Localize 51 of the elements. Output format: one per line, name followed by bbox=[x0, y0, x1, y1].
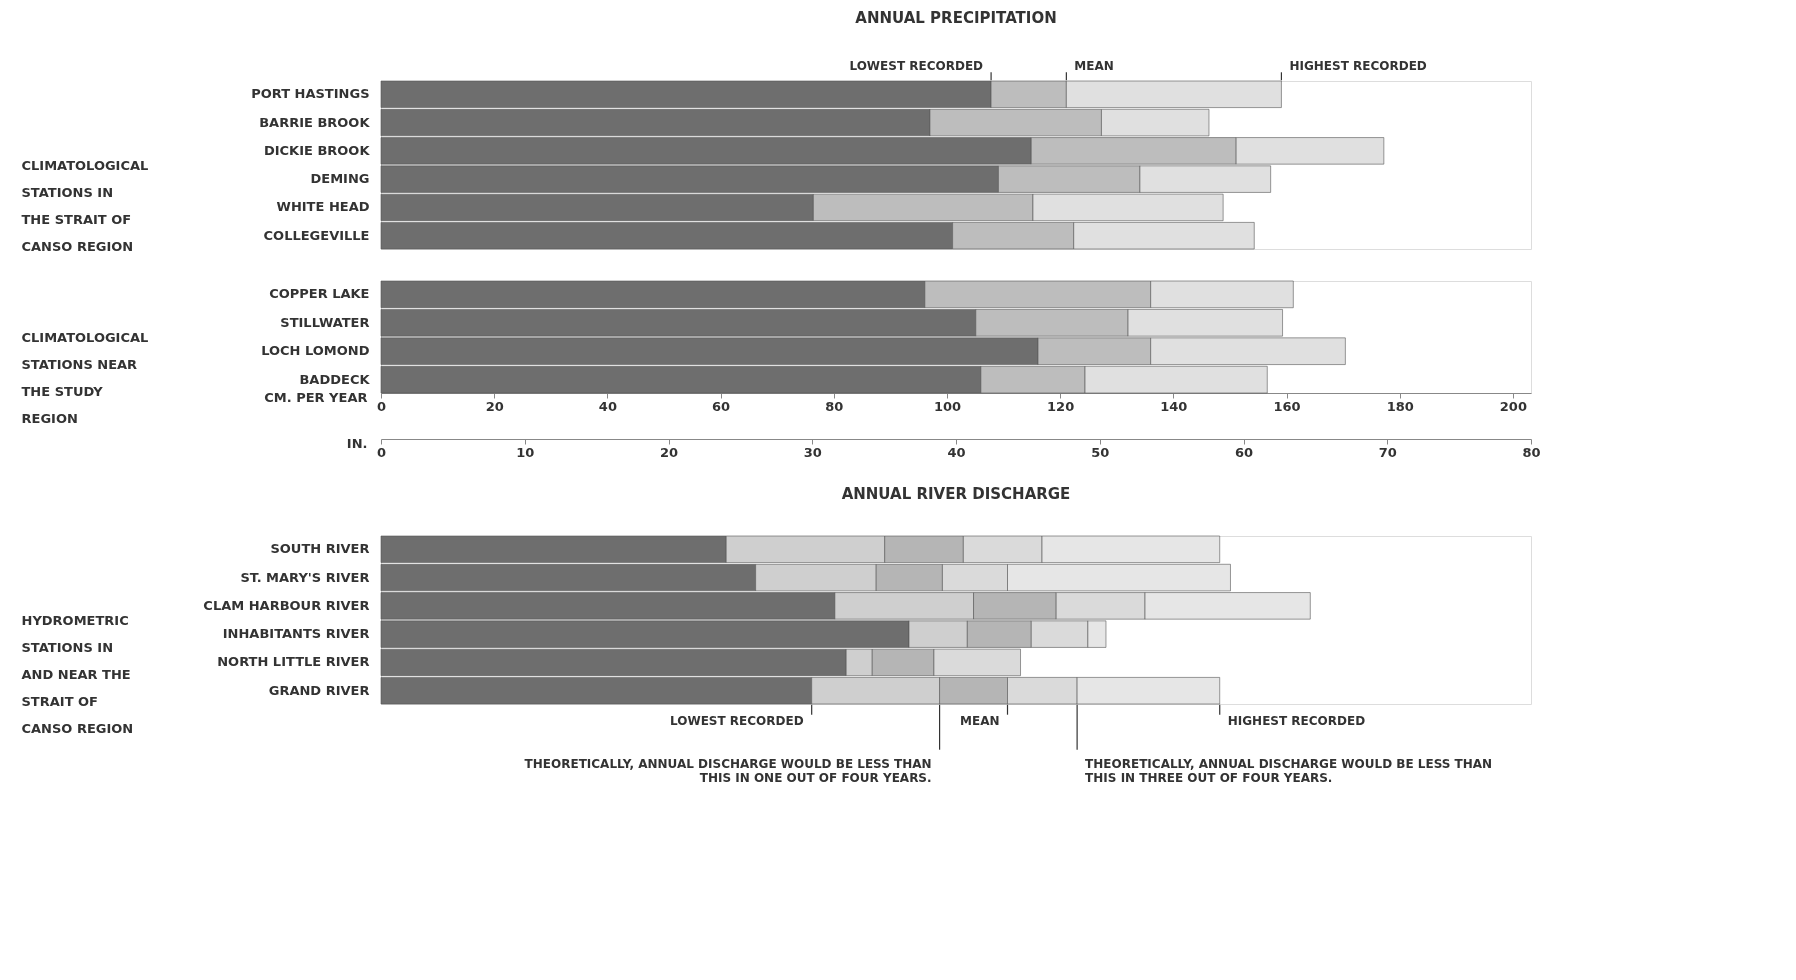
x-tick-label: 0 bbox=[376, 398, 387, 414]
annotation: MEAN bbox=[960, 713, 1000, 728]
x2-tick-label: 20 bbox=[659, 444, 679, 460]
y-tick-label: SOUTH RIVER bbox=[270, 541, 370, 557]
x-tick-label: 140 bbox=[1160, 398, 1188, 414]
y-tick-label: DICKIE BROOK bbox=[263, 142, 371, 158]
annotation: THEORETICALLY, ANNUAL DISCHARGE WOULD BE LESS THAN THIS IN ONE OUT OF FOUR YEARS. bbox=[524, 756, 932, 785]
y-tick-label: LOCH LOMOND bbox=[261, 343, 370, 359]
y-tick-label: STILLWATER bbox=[280, 314, 370, 330]
x2-tick-label: 10 bbox=[516, 444, 535, 460]
annotation: HIGHEST RECORDED bbox=[1227, 713, 1366, 728]
y-tick-label: DEMING bbox=[310, 171, 370, 187]
x-tick-label: 20 bbox=[485, 398, 504, 414]
y-tick-label: COLLEGEVILLE bbox=[263, 227, 370, 243]
x-tick-label: 180 bbox=[1386, 398, 1414, 414]
x2-tick-label: 70 bbox=[1378, 444, 1397, 460]
y-tick-label: INHABITANTS RIVER bbox=[222, 626, 370, 642]
y-axis-title: HYDROMETRIC STATIONS IN AND NEAR THE STRAIT OF CANSO REGION bbox=[21, 612, 134, 736]
annotation: HIGHEST RECORDED bbox=[1289, 59, 1427, 74]
x2-tick-label: 0 bbox=[376, 444, 387, 460]
x-tick-label: 160 bbox=[1273, 398, 1301, 414]
x2-tick-label: 60 bbox=[1234, 444, 1254, 460]
x2-tick-label: 50 bbox=[1091, 444, 1110, 460]
y-axis-title: CLIMATOLOGICAL STATIONS IN THE STRAIT OF CANSO REGION bbox=[21, 157, 149, 254]
y-tick-label: BARRIE BROOK bbox=[259, 114, 371, 130]
x2-axis-title: IN. bbox=[346, 435, 368, 451]
y-tick-label: CLAM HARBOUR RIVER bbox=[203, 597, 370, 613]
x-tick-label: 60 bbox=[712, 398, 731, 414]
x2-tick-label: 80 bbox=[1522, 444, 1541, 460]
y-axis-title: CLIMATOLOGICAL STATIONS NEAR THE STUDY REGION bbox=[21, 329, 149, 426]
annotation: MEAN bbox=[1074, 59, 1114, 74]
y-tick-label: BADDECK bbox=[299, 371, 371, 387]
y-tick-label: NORTH LITTLE RIVER bbox=[217, 654, 370, 670]
annotation: LOWEST RECORDED bbox=[670, 713, 804, 728]
x-axis-title: CM. PER YEAR bbox=[264, 389, 368, 405]
y-tick-label: WHITE HEAD bbox=[276, 199, 370, 215]
chart-title: ANNUAL PRECIPITATION bbox=[855, 9, 1057, 28]
annotation: THEORETICALLY, ANNUAL DISCHARGE WOULD BE LESS THAN THIS IN THREE OUT OF FOUR YEARS. bbox=[1085, 756, 1493, 785]
y-tick-label: ST. MARY'S RIVER bbox=[240, 569, 370, 585]
x-tick-label: 80 bbox=[825, 398, 844, 414]
y-tick-label: GRAND RIVER bbox=[268, 682, 370, 698]
x-tick-label: 200 bbox=[1499, 398, 1527, 414]
x2-tick-label: 30 bbox=[803, 444, 822, 460]
y-tick-label: PORT HASTINGS bbox=[251, 86, 370, 102]
x-tick-label: 40 bbox=[598, 398, 617, 414]
x-tick-label: 100 bbox=[933, 398, 962, 414]
x-tick-label: 120 bbox=[1047, 398, 1075, 414]
annotation: LOWEST RECORDED bbox=[849, 59, 984, 74]
chart-title: ANNUAL RIVER DISCHARGE bbox=[841, 484, 1071, 503]
x2-tick-label: 40 bbox=[947, 444, 966, 460]
y-tick-label: COPPER LAKE bbox=[269, 286, 370, 302]
